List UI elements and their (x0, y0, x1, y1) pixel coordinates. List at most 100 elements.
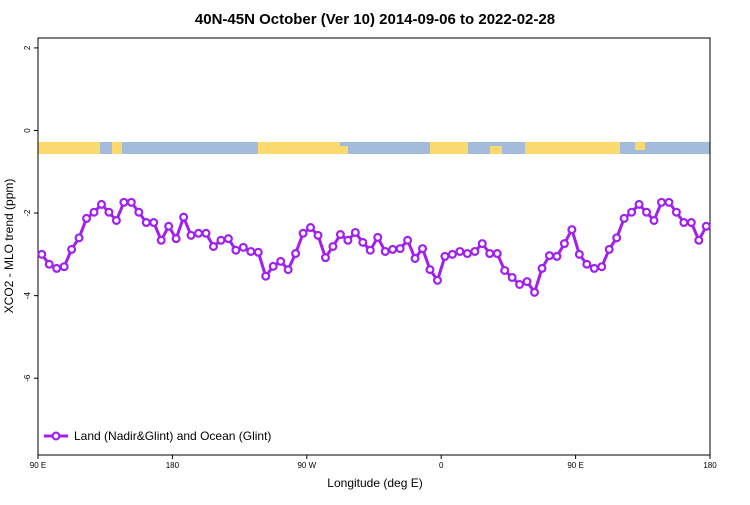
data-point (515, 279, 525, 289)
data-point (694, 235, 704, 245)
data-point (104, 207, 114, 217)
data-point (627, 207, 637, 217)
data-point (179, 212, 189, 222)
data-point (612, 233, 622, 243)
data-point (67, 244, 77, 254)
data-point (500, 265, 510, 275)
data-point (164, 221, 174, 231)
data-point (679, 218, 689, 228)
data-point (649, 215, 659, 225)
data-point (320, 253, 330, 263)
data-point (447, 249, 457, 259)
data-point (634, 199, 644, 209)
y-tick-label: 2 (23, 45, 32, 50)
x-tick-label: 90 E (567, 461, 583, 470)
data-point (455, 246, 465, 256)
data-point (418, 244, 428, 254)
data-point (306, 223, 316, 233)
data-point (671, 207, 681, 217)
data-point (216, 235, 226, 245)
data-point (574, 249, 584, 259)
data-point (358, 237, 368, 247)
data-point (350, 227, 360, 237)
data-point (171, 234, 181, 244)
y-tick-label: -4 (23, 292, 32, 300)
x-tick-label: 90 E (30, 461, 46, 470)
y-tick-label: 0 (23, 128, 32, 133)
data-point (343, 235, 353, 245)
data-point (208, 242, 218, 252)
data-point (582, 259, 592, 269)
data-point (231, 245, 241, 255)
data-point (664, 197, 674, 207)
data-point (111, 215, 121, 225)
data-point (365, 245, 375, 255)
data-point (492, 249, 502, 259)
data-point (52, 263, 62, 273)
data-point (261, 271, 271, 281)
data-point (238, 242, 248, 252)
data-point (395, 244, 405, 254)
data-point (619, 213, 629, 223)
data-point (485, 249, 495, 259)
data-point (373, 232, 383, 242)
data-point (701, 221, 711, 231)
data-point (141, 218, 151, 228)
data-point (477, 239, 487, 249)
data-point (253, 247, 263, 257)
land-ocean-strip (38, 142, 710, 154)
data-point (470, 246, 480, 256)
data-point (462, 249, 472, 259)
data-point (298, 228, 308, 238)
data-point (37, 249, 47, 259)
data-point (276, 256, 286, 266)
data-point (328, 242, 338, 252)
data-point (96, 199, 106, 209)
data-point (268, 261, 278, 271)
x-tick-label: 180 (703, 461, 717, 470)
x-axis-label: Longitude (deg E) (327, 476, 422, 490)
data-point (589, 263, 599, 273)
data-point (134, 207, 144, 217)
data-point (283, 265, 293, 275)
data-point (604, 244, 614, 254)
data-point (149, 218, 159, 228)
data-point (567, 225, 577, 235)
data-point (194, 228, 204, 238)
data-point (388, 244, 398, 254)
data-point (410, 253, 420, 263)
data-point (522, 277, 532, 287)
data-point (156, 235, 166, 245)
data-point (507, 272, 517, 282)
data-point (380, 246, 390, 256)
data-point (313, 230, 323, 240)
legend-label: Land (Nadir&Glint) and Ocean (Glint) (74, 429, 271, 443)
data-point (440, 251, 450, 261)
x-tick-label: 90 W (297, 461, 316, 470)
data-point (403, 235, 413, 245)
data-point (559, 239, 569, 249)
data-point (642, 207, 652, 217)
data-point (82, 213, 92, 223)
data-point (544, 251, 554, 261)
plot-frame (37, 37, 711, 456)
legend-marker (51, 431, 61, 441)
data-point (291, 249, 301, 259)
data-point (119, 197, 129, 207)
y-tick-label: -6 (23, 374, 32, 382)
data-point (597, 262, 607, 272)
data-point (223, 234, 233, 244)
data-point (335, 230, 345, 240)
data-point (552, 251, 562, 261)
data-point (186, 230, 196, 240)
data-point (201, 228, 211, 238)
data-point (74, 233, 84, 243)
data-point (530, 287, 540, 297)
data-point (686, 218, 696, 228)
data-point (425, 265, 435, 275)
y-tick-label: -2 (23, 209, 32, 217)
data-point (537, 263, 547, 273)
data-point (656, 197, 666, 207)
chart-title: 40N-45N October (Ver 10) 2014-09-06 to 2… (195, 11, 555, 28)
